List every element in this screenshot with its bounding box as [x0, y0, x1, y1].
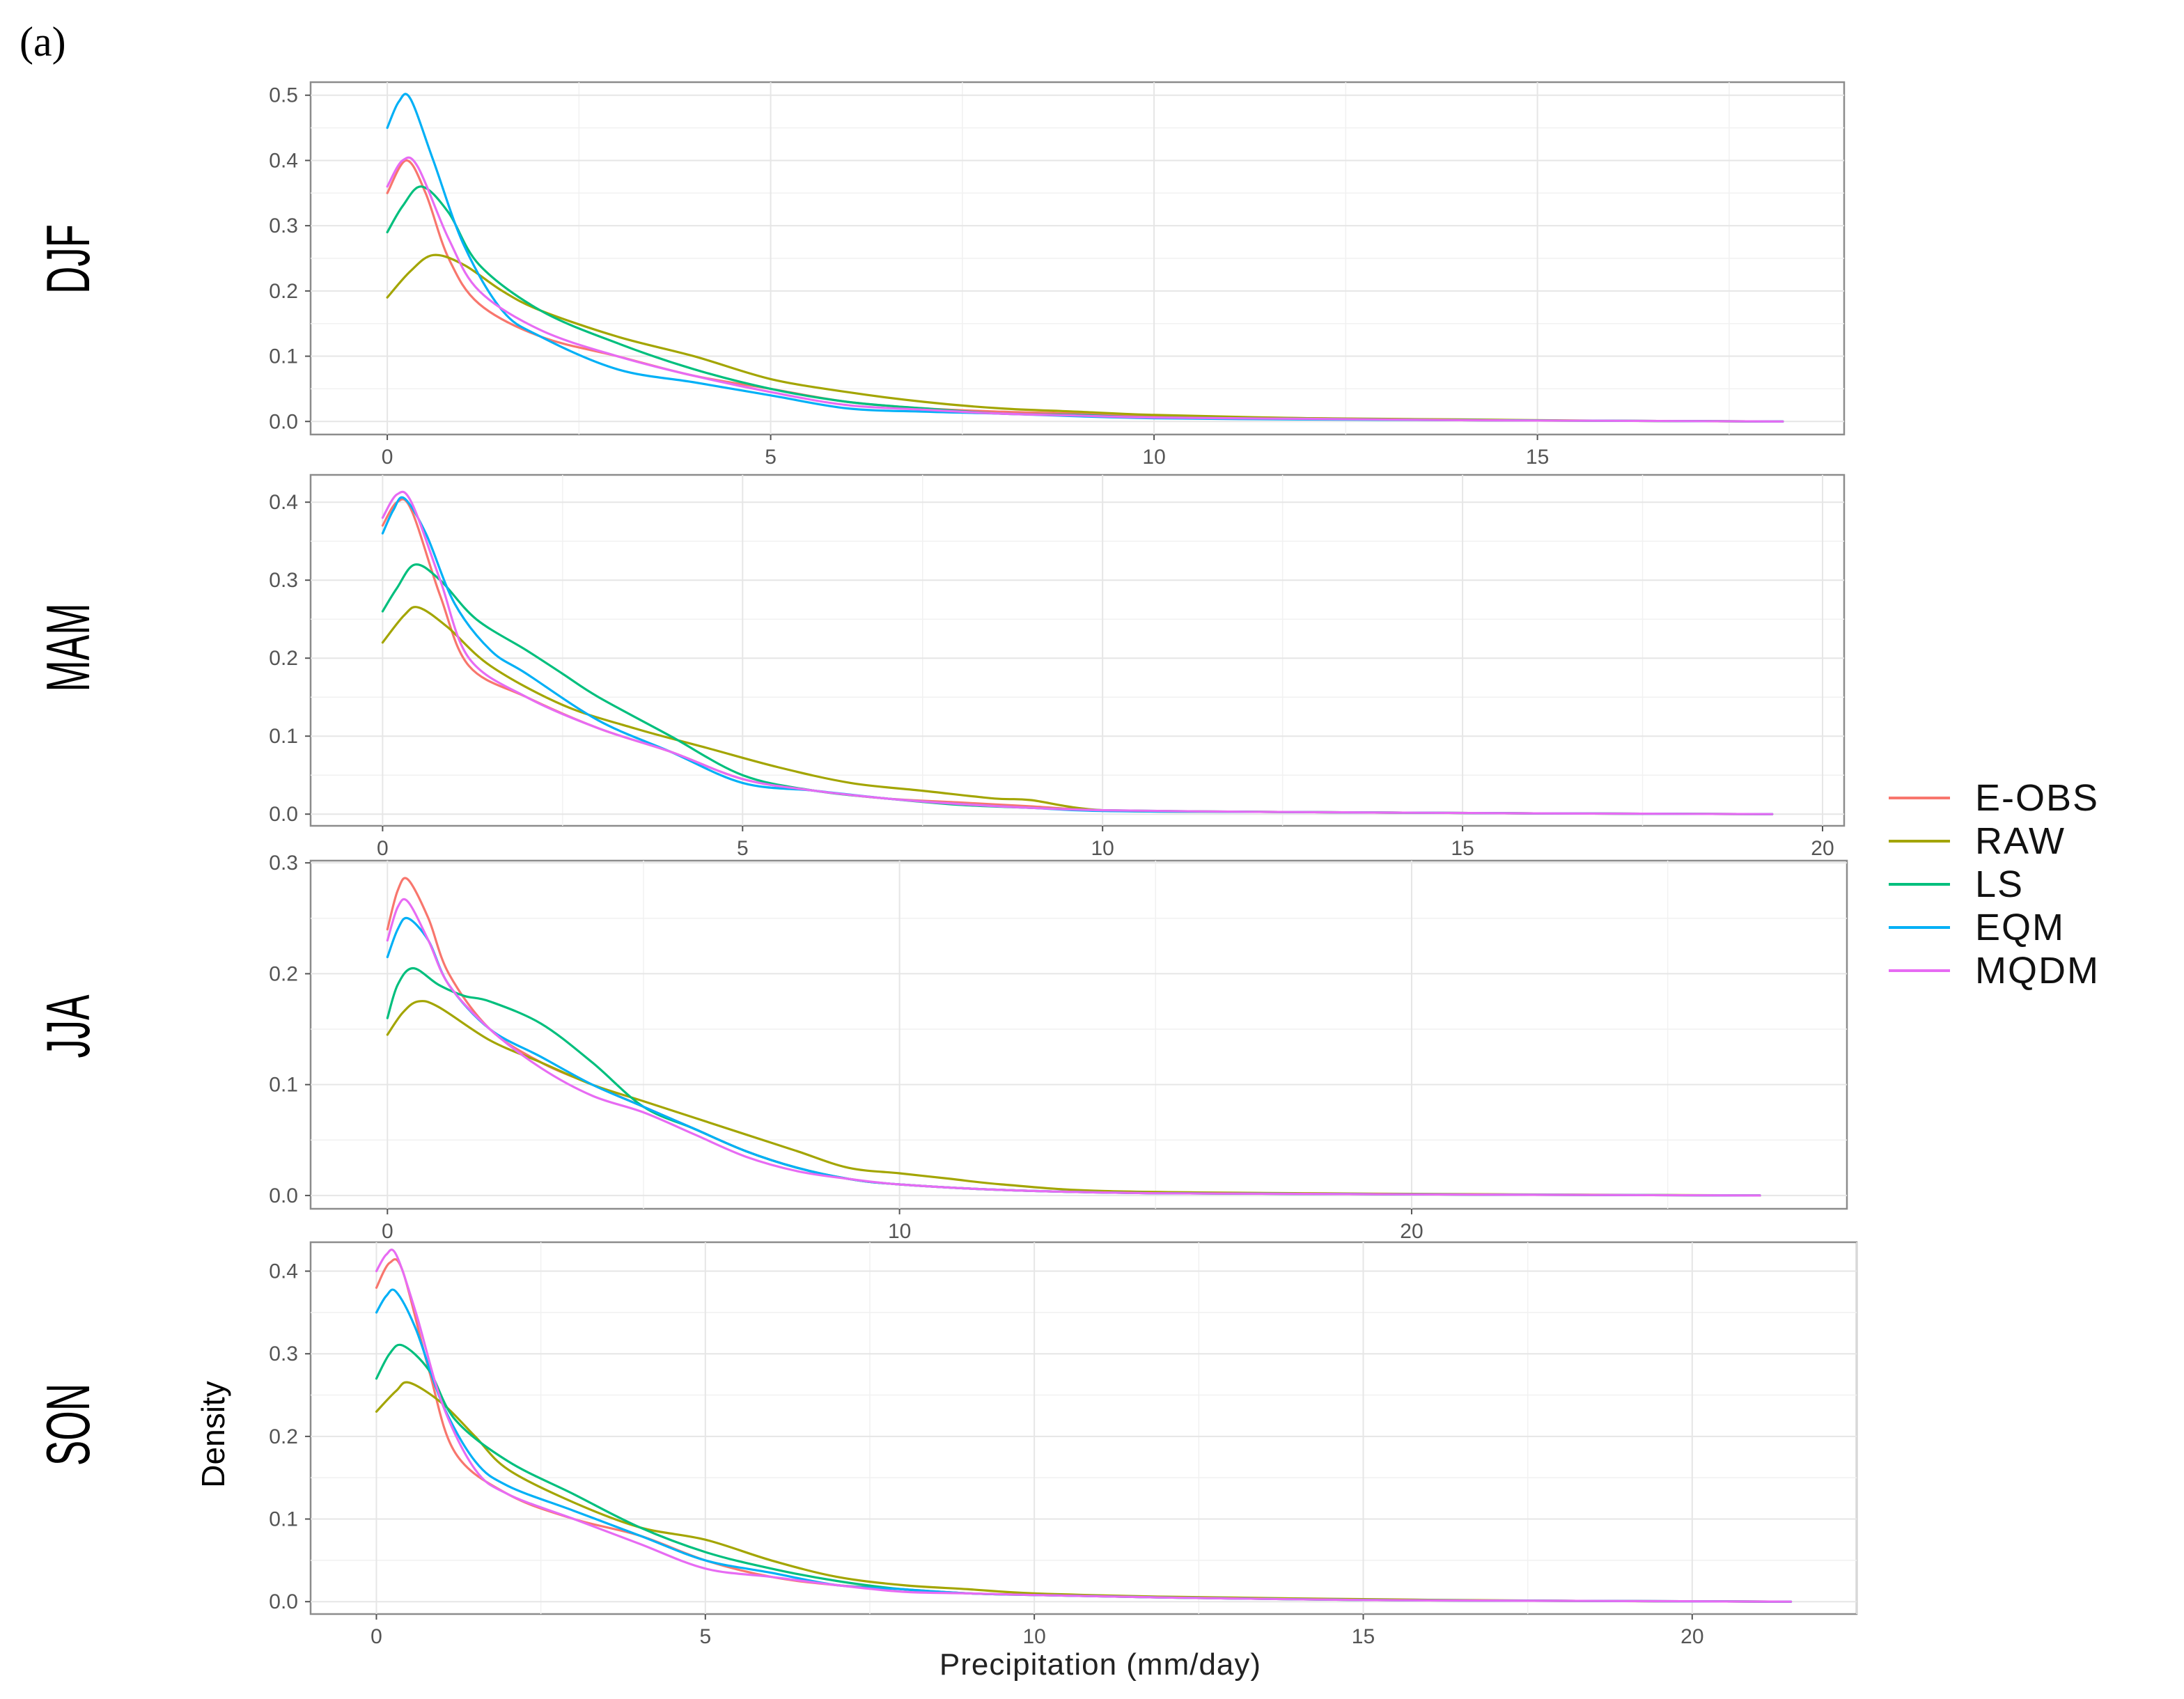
y-tick-label: 0.5	[269, 84, 298, 107]
legend-label-raw: RAW	[1975, 820, 2066, 862]
y-tick-label: 0.0	[269, 1184, 298, 1207]
x-axis-title: Precipitation (mm/day)	[939, 1647, 1261, 1682]
series-line-mqdm	[386, 898, 1761, 1197]
y-tick-label: 0.3	[269, 569, 298, 592]
x-tick-label: 10	[1022, 1625, 1045, 1648]
y-axis-title: Density	[195, 1381, 231, 1487]
panel-frame	[309, 859, 1848, 1210]
x-tick-label: 0	[382, 446, 393, 469]
legend-label-e-obs: E-OBS	[1975, 777, 2099, 819]
y-tick-label: 0.2	[269, 647, 298, 670]
season-label: SON	[34, 1384, 103, 1466]
season-label: DJF	[34, 224, 103, 294]
y-tick-label: 0.4	[269, 491, 298, 514]
y-tick-label: 0.2	[269, 962, 298, 985]
panel-mam: 0 5 10 15 20 0.0 0.1 0.2 0.3 0.4 MAM	[34, 473, 1846, 860]
x-tick-label: 0	[377, 837, 389, 860]
x-tick-label: 20	[1811, 837, 1834, 860]
y-tick-label: 0.0	[269, 803, 298, 826]
x-tick-label: 10	[1142, 446, 1165, 469]
y-tick-label: 0.1	[269, 1074, 298, 1097]
x-tick-label: 15	[1451, 837, 1474, 860]
legend-label-mqdm: MQDM	[1975, 950, 2100, 992]
y-tick-label: 0.0	[269, 1590, 298, 1613]
y-tick-label: 0.4	[269, 1260, 298, 1283]
y-tick-label: 0.2	[269, 1425, 298, 1448]
x-tick-label: 10	[1091, 837, 1114, 860]
panel-djf: 0 5 10 15 0.0 0.1 0.2 0.3 0.4 0.5 DJF	[34, 81, 1846, 469]
series-line-mqdm	[381, 490, 1774, 815]
legend-label-eqm: EQM	[1975, 907, 2065, 948]
x-tick-label: 5	[699, 1625, 711, 1648]
panel-jja: 0 10 20 0.0 0.1 0.2 0.3 JJA	[34, 852, 1848, 1243]
series-line-mqdm	[375, 1248, 1793, 1603]
y-tick-label: 0.3	[269, 852, 298, 875]
series-line-mqdm	[386, 156, 1784, 423]
season-label: MAM	[34, 603, 103, 691]
x-tick-label: 0	[382, 1220, 393, 1243]
panel-frame	[309, 473, 1846, 827]
x-tick-label: 15	[1352, 1625, 1375, 1648]
x-tick-label: 5	[737, 837, 749, 860]
legend-label-ls: LS	[1975, 863, 2024, 905]
y-tick-label: 0.1	[269, 345, 298, 368]
y-tick-label: 0.3	[269, 214, 298, 237]
y-tick-label: 0.0	[269, 410, 298, 433]
x-tick-label: 15	[1526, 446, 1549, 469]
panels: 0 5 10 15 0.0 0.1 0.2 0.3 0.4 0.5 DJF 0 5 10 15 20 0.0 0.…	[34, 81, 1858, 1648]
y-tick-label: 0.1	[269, 725, 298, 748]
x-tick-label: 20	[1400, 1220, 1423, 1243]
x-tick-label: 5	[765, 446, 777, 469]
season-label: JJA	[34, 994, 103, 1058]
x-tick-label: 20	[1680, 1625, 1703, 1648]
y-tick-label: 0.4	[269, 149, 298, 172]
panel-label: (a)	[20, 19, 66, 65]
x-tick-label: 10	[888, 1220, 911, 1243]
panel-frame	[309, 1241, 1858, 1615]
y-tick-label: 0.1	[269, 1508, 298, 1531]
y-tick-label: 0.3	[269, 1342, 298, 1365]
x-tick-label: 0	[370, 1625, 382, 1648]
panel-son: 0 5 10 15 20 0.0 0.1 0.2 0.3 0.4 SON	[34, 1241, 1858, 1648]
y-tick-label: 0.2	[269, 280, 298, 303]
